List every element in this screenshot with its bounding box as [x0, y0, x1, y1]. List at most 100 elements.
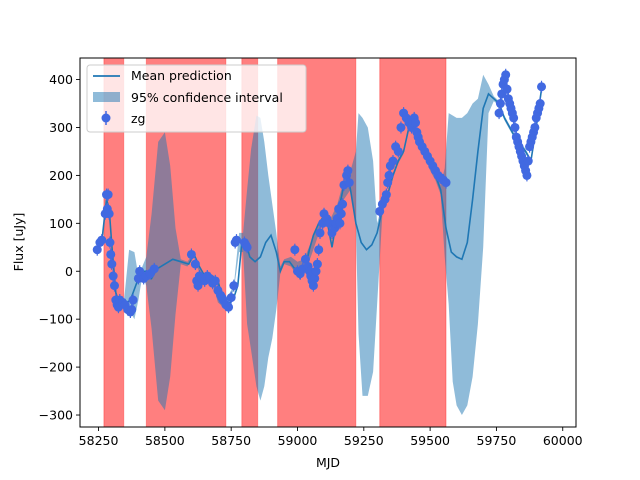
zg-marker — [106, 249, 116, 259]
x-tick-label: 59000 — [278, 433, 318, 448]
zg-marker — [383, 178, 393, 188]
y-tick-label: −100 — [39, 312, 73, 327]
x-tick-label: 60000 — [543, 433, 583, 448]
x-tick-label: 58750 — [211, 433, 251, 448]
legend-mean-label: Mean prediction — [131, 68, 232, 83]
zg-data-point — [312, 258, 322, 271]
confidence-band-area — [95, 74, 542, 416]
zg-marker — [522, 170, 532, 180]
zg-data-point — [104, 207, 114, 220]
zg-marker — [384, 170, 394, 180]
zg-marker — [105, 238, 115, 247]
zg-data-point — [108, 270, 118, 283]
y-tick-label: −300 — [39, 408, 73, 423]
legend: Mean prediction 95% confidence interval … — [86, 64, 307, 133]
x-axis-ticks: 58250 58500 58750 59000 59250 59500 59750 60000 — [79, 427, 583, 448]
zg-data-point — [336, 207, 346, 220]
y-axis-ticks: −300 −200 −100 0 100 200 300 400 — [39, 72, 80, 423]
zg-data-point — [314, 243, 324, 256]
zg-marker — [104, 209, 114, 219]
zg-marker — [290, 245, 300, 255]
zg-data-point — [128, 294, 138, 307]
zg-marker — [315, 228, 325, 238]
zg-data-point — [522, 169, 532, 182]
zg-marker — [501, 70, 511, 80]
zg-data-point — [510, 121, 520, 134]
zg-data-point — [343, 164, 353, 177]
zg-marker — [310, 273, 320, 283]
zg-data-point — [103, 188, 113, 201]
zg-marker — [388, 156, 398, 166]
zg-data-point — [501, 68, 511, 81]
zg-marker — [530, 122, 540, 132]
plot-frame — [79, 57, 577, 428]
zg-data-point — [186, 248, 196, 261]
zg-data-point — [193, 279, 203, 292]
zg-marker — [343, 166, 353, 176]
legend-box — [86, 64, 307, 133]
x-tick-label: 59250 — [344, 433, 384, 448]
zg-marker — [393, 146, 403, 156]
zg-marker — [186, 249, 196, 259]
zg-points — [92, 68, 547, 318]
confidence-band — [95, 74, 542, 416]
zg-data-point — [335, 217, 345, 230]
y-axis-label: Flux [uJy] — [11, 213, 26, 272]
x-axis-label: MJD — [316, 455, 340, 470]
x-tick-label: 58500 — [145, 433, 185, 448]
zg-marker — [190, 259, 200, 269]
zg-marker — [109, 281, 119, 291]
zg-marker — [495, 99, 505, 109]
zg-data-point — [396, 121, 406, 134]
zg-data-point — [190, 258, 200, 271]
x-tick-label: 59750 — [477, 433, 517, 448]
zg-data-point — [226, 291, 236, 304]
zg-marker — [128, 295, 138, 305]
y-tick-label: −200 — [39, 360, 73, 375]
zg-data-point — [530, 121, 540, 134]
zg-data-point — [229, 279, 239, 292]
zg-data-point — [210, 274, 220, 287]
x-tick-label: 58250 — [79, 433, 119, 448]
zg-data-point — [381, 188, 391, 201]
zg-marker — [135, 266, 145, 276]
zg-data-point — [231, 234, 241, 247]
zg-marker — [509, 113, 519, 123]
zg-data-point — [107, 258, 117, 271]
zg-data-point — [495, 97, 505, 110]
x-tick-label: 59500 — [410, 433, 450, 448]
zg-marker — [502, 84, 512, 94]
zg-marker — [314, 245, 324, 255]
zg-marker — [242, 242, 252, 252]
zg-marker — [210, 276, 220, 286]
zg-data-point — [97, 234, 107, 247]
y-tick-label: 0 — [65, 264, 73, 279]
y-tick-label: 200 — [49, 168, 73, 183]
y-tick-label: 300 — [49, 120, 73, 135]
zg-marker — [494, 108, 504, 118]
zg-marker — [411, 118, 421, 128]
zg-marker — [381, 190, 391, 200]
zg-marker — [97, 235, 107, 245]
zg-marker — [523, 156, 533, 166]
zg-marker — [231, 235, 241, 245]
zg-data-point — [494, 107, 504, 120]
zg-data-point — [509, 111, 519, 124]
zg-data-point — [344, 176, 354, 189]
zg-marker — [149, 264, 159, 274]
zg-marker — [224, 302, 234, 312]
zg-marker — [127, 305, 137, 315]
zg-data-point — [393, 145, 403, 158]
zg-marker — [396, 122, 406, 132]
zg-marker — [336, 209, 346, 219]
legend-band-label: 95% confidence interval — [131, 90, 283, 105]
zg-data-point — [290, 243, 300, 256]
zg-marker — [344, 178, 354, 188]
zg-data-point — [109, 279, 119, 292]
zg-marker — [308, 281, 318, 291]
y-tick-label: 400 — [49, 72, 73, 87]
zg-marker — [335, 218, 345, 228]
zg-data-point — [242, 241, 252, 254]
zg-data-point — [149, 262, 159, 275]
